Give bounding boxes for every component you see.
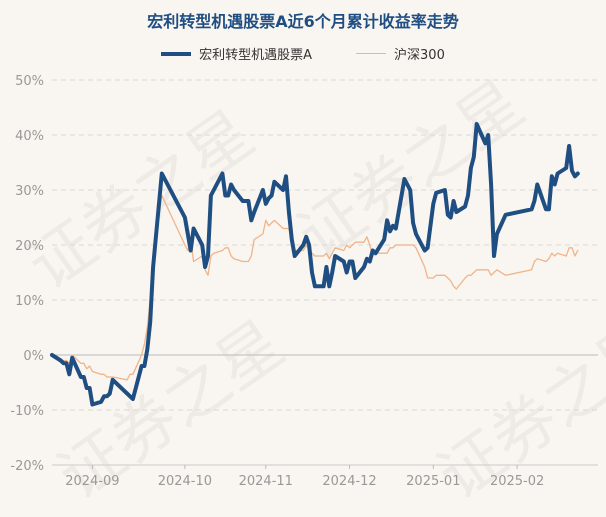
x-tick-label: 2024-09 <box>65 474 119 489</box>
y-tick-label: -10% <box>10 404 44 419</box>
chart-title: 宏利转型机遇股票A近6个月累计收益率走势 <box>147 12 459 31</box>
line-chart: 50% 40% 30% 20% 10% 0% -10% -20% 2024-09 2024-10 2… <box>10 74 598 489</box>
x-tick-label: 2024-10 <box>158 474 212 489</box>
x-tick-label: 2025-02 <box>490 474 544 489</box>
legend-swatch-hs300 <box>356 53 387 54</box>
y-tick-label: -20% <box>10 459 44 474</box>
y-tick-label: 30% <box>15 184 44 199</box>
x-tick-label: 2024-12 <box>322 474 376 489</box>
y-tick-label: 40% <box>15 129 44 144</box>
legend-item-fund[interactable]: 宏利转型机遇股票A <box>161 44 312 63</box>
x-tick-label: 2025-01 <box>406 474 460 489</box>
legend-label-fund: 宏利转型机遇股票A <box>199 48 313 63</box>
y-tick-label: 0% <box>23 349 44 364</box>
y-tick-label: 10% <box>15 294 44 309</box>
legend-item-hs300[interactable]: 沪深300 <box>356 44 445 63</box>
legend-swatch-fund <box>161 51 192 56</box>
x-tick-label: 2024-11 <box>239 474 293 489</box>
chart-legend: 宏利转型机遇股票A 沪深300 <box>0 44 606 63</box>
series-line-hs300 <box>51 194 579 381</box>
y-tick-label: 50% <box>15 74 44 89</box>
legend-label-hs300: 沪深300 <box>394 48 445 63</box>
series-line-fund <box>50 122 580 407</box>
y-tick-label: 20% <box>15 239 44 254</box>
